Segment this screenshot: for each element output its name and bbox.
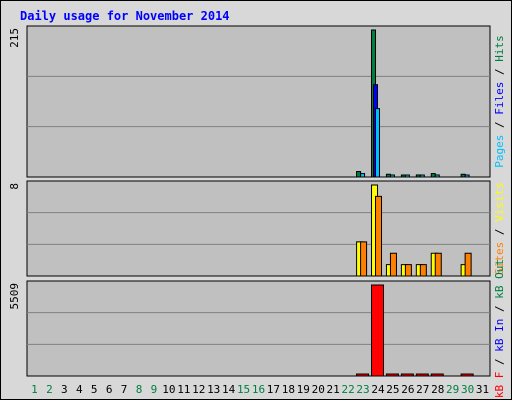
x-tick-label-day-11: 11	[177, 383, 190, 396]
x-tick-label-day-27: 27	[416, 383, 429, 396]
bar-hits-hits-day-23	[356, 171, 362, 178]
x-tick-label-day-16: 16	[252, 383, 265, 396]
panel-visits-legend: Sites / Visits	[493, 182, 506, 275]
bar-visits-sites-day-30	[464, 252, 472, 277]
bar-visits-sites-day-26	[404, 264, 412, 277]
x-tick-label-day-29: 29	[446, 383, 459, 396]
bar-kbytes-kb-f-day-25	[385, 373, 399, 377]
x-tick-label-day-12: 12	[192, 383, 205, 396]
legend-entry: kB Out	[493, 259, 506, 299]
x-tick-label-day-13: 13	[207, 383, 220, 396]
legend-entry: Visits	[493, 182, 506, 222]
x-tick-label-day-21: 21	[327, 383, 340, 396]
bar-visits-sites-day-25	[389, 252, 397, 277]
bar-kbytes-kb-f-day-24	[371, 284, 385, 377]
bar-hits-hits-day-27	[415, 174, 421, 178]
x-tick-label-day-15: 15	[237, 383, 250, 396]
x-tick-label-day-10: 10	[162, 383, 175, 396]
bar-hits-pages-day-27	[419, 174, 425, 178]
bar-hits-pages-day-30	[464, 174, 470, 178]
bar-kbytes-kb-f-day-27	[415, 373, 429, 377]
bar-visits-sites-day-23	[360, 241, 368, 277]
bar-hits-pages-day-28	[434, 174, 440, 178]
panel-hits-max-label: 215	[8, 28, 21, 48]
legend-entry: Sites	[493, 242, 506, 275]
panel-kbytes-background	[26, 280, 491, 377]
x-tick-label-day-7: 7	[121, 383, 128, 396]
x-tick-label-day-9: 9	[151, 383, 158, 396]
bar-visits-sites-day-24	[375, 195, 383, 277]
legend-entry: /	[493, 62, 506, 82]
x-tick-label-day-1: 1	[31, 383, 38, 396]
panel-visits-max-label: 8	[8, 183, 21, 190]
x-tick-label-day-5: 5	[91, 383, 98, 396]
x-tick-label-day-30: 30	[461, 383, 474, 396]
legend-entry: kB F	[493, 372, 506, 399]
legend-entry: Hits	[493, 35, 506, 62]
x-tick-label-day-20: 20	[312, 383, 325, 396]
x-tick-label-day-25: 25	[386, 383, 399, 396]
chart-title: Daily usage for November 2014	[20, 9, 230, 23]
legend-entry: /	[493, 222, 506, 242]
bar-kbytes-kb-f-day-28	[430, 373, 444, 377]
bar-visits-sites-day-27	[419, 264, 427, 277]
panel-kbytes-max-label: 5509	[8, 283, 21, 310]
x-tick-label-day-2: 2	[46, 383, 53, 396]
legend-entry: /	[493, 352, 506, 372]
x-tick-label-day-18: 18	[282, 383, 295, 396]
bar-hits-pages-day-23	[360, 173, 366, 178]
panel-hits-background	[26, 25, 491, 178]
x-tick-label-day-31: 31	[476, 383, 489, 396]
bar-kbytes-kb-f-day-23	[356, 373, 370, 377]
bar-kbytes-kb-f-day-30	[460, 373, 474, 377]
panel-visits-background	[26, 180, 491, 277]
x-tick-label-day-24: 24	[371, 383, 385, 396]
bar-hits-pages-day-26	[404, 174, 410, 178]
x-tick-label-day-17: 17	[267, 383, 280, 396]
x-tick-label-day-28: 28	[431, 383, 444, 396]
bar-hits-pages-day-24	[375, 108, 381, 178]
panel-hits-legend: Pages / Files / Hits	[493, 35, 506, 168]
x-tick-label-day-23: 23	[356, 383, 369, 396]
x-tick-label-day-6: 6	[106, 383, 113, 396]
legend-entry: kB In	[493, 319, 506, 352]
bar-hits-hits-day-30	[460, 173, 466, 178]
bar-hits-hits-day-26	[400, 174, 406, 178]
bar-hits-pages-day-25	[389, 174, 395, 178]
legend-entry: /	[493, 115, 506, 135]
legend-entry: Files	[493, 82, 506, 115]
x-tick-label-day-19: 19	[297, 383, 310, 396]
bar-hits-hits-day-28	[430, 173, 436, 178]
x-tick-label-day-3: 3	[61, 383, 68, 396]
x-tick-label-day-22: 22	[341, 383, 354, 396]
x-tick-label-day-8: 8	[136, 383, 143, 396]
x-tick-label-day-14: 14	[222, 383, 236, 396]
bar-hits-hits-day-25	[385, 173, 391, 178]
x-tick-label-day-4: 4	[76, 383, 83, 396]
x-tick-label-day-26: 26	[401, 383, 414, 396]
bar-visits-sites-day-28	[434, 252, 442, 277]
panel-kbytes-legend: kB F / kB In / kB Out	[493, 259, 506, 398]
legend-entry: Pages	[493, 135, 506, 168]
legend-entry: /	[493, 299, 506, 319]
bar-kbytes-kb-f-day-26	[400, 373, 414, 377]
